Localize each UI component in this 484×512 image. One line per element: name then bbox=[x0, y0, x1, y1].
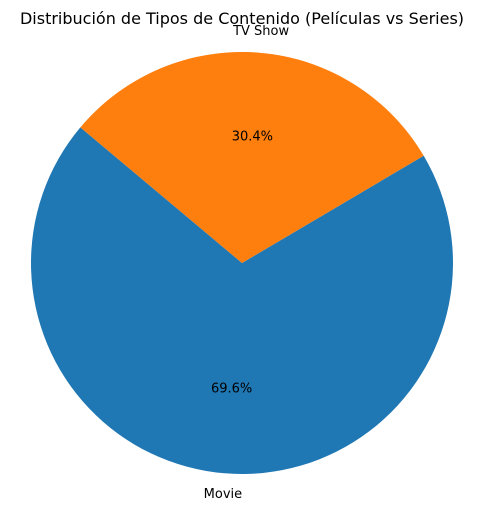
slice-label-movie: Movie bbox=[204, 487, 242, 502]
pie-slice-tv-show bbox=[80, 51, 424, 263]
pie-labels: Movie 69.6% TV Show 30.4% bbox=[204, 24, 290, 502]
slice-percent-movie: 69.6% bbox=[211, 382, 252, 397]
pie-slice-movie bbox=[30, 127, 453, 474]
slice-label-tv-show: TV Show bbox=[232, 24, 289, 39]
chart-title: Distribución de Tipos de Contenido (Pelí… bbox=[20, 9, 464, 28]
slice-percent-tv-show: 30.4% bbox=[232, 129, 273, 144]
pie-slices bbox=[30, 51, 453, 474]
